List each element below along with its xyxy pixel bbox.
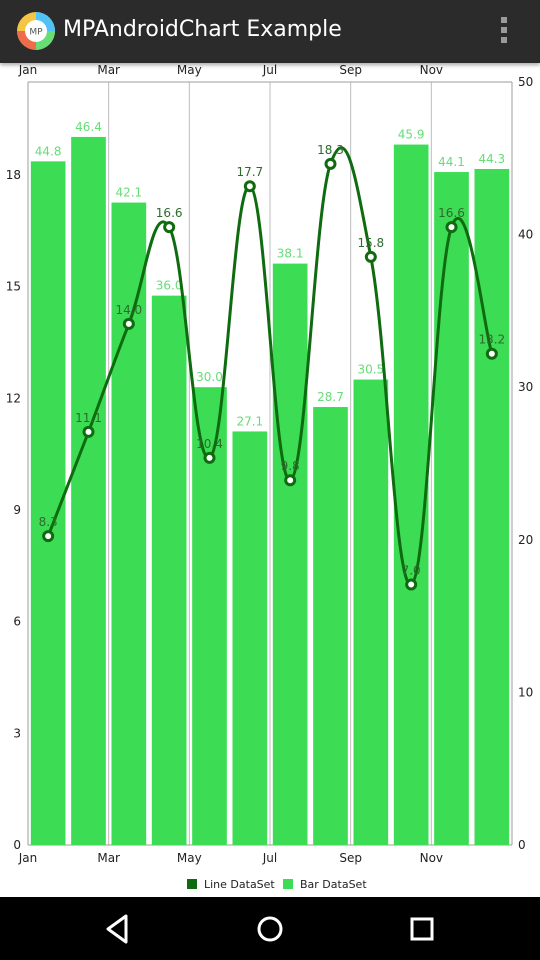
line-point bbox=[203, 451, 216, 464]
line-point bbox=[485, 347, 498, 360]
x-axis-top-tick-label: May bbox=[177, 63, 202, 77]
legend-label-line: Line DataSet bbox=[204, 878, 275, 891]
line-value-label: 8.3 bbox=[39, 515, 58, 529]
line-point bbox=[82, 425, 95, 438]
x-axis-top-tick-label: Mar bbox=[97, 63, 120, 77]
line-value-label: 17.7 bbox=[236, 165, 263, 179]
line-point bbox=[122, 317, 135, 330]
left-axis-tick-label: 9 bbox=[13, 503, 21, 517]
line-value-label: 18.3 bbox=[317, 143, 344, 157]
bar bbox=[232, 431, 268, 845]
right-axis-tick-label: 0 bbox=[518, 838, 526, 852]
left-axis-tick-label: 0 bbox=[13, 838, 21, 852]
bar-value-label: 36.0 bbox=[156, 279, 183, 293]
line-value-label: 15.8 bbox=[357, 236, 384, 250]
bar-value-label: 44.8 bbox=[35, 144, 62, 158]
line-point bbox=[243, 180, 256, 193]
legend-swatch-bar bbox=[283, 879, 293, 889]
x-axis-bottom-tick-label: May bbox=[177, 851, 202, 865]
bar bbox=[434, 172, 469, 845]
legend-label-bar: Bar DataSet bbox=[300, 878, 367, 891]
bar-value-label: 27.1 bbox=[236, 414, 263, 428]
bar bbox=[151, 295, 187, 845]
x-axis-bottom-tick-label: Mar bbox=[97, 851, 120, 865]
bar bbox=[313, 407, 348, 845]
bar-value-label: 38.1 bbox=[277, 247, 304, 261]
navigation-bar bbox=[0, 897, 540, 960]
line-point bbox=[163, 221, 176, 234]
combined-chart[interactable]: 44.8 46.4 42.1 36.0 30.0 27.1 38.1 28.7 30.5 45.9… bbox=[0, 63, 540, 897]
x-axis-top-tick-label: Jul bbox=[262, 63, 277, 77]
bar-value-label: 30.5 bbox=[357, 363, 384, 377]
left-axis-tick-label: 15 bbox=[6, 280, 21, 294]
bar-value-label: 30.0 bbox=[196, 370, 223, 384]
bar bbox=[272, 263, 308, 845]
line-value-label: 16.6 bbox=[438, 206, 465, 220]
line-point bbox=[284, 474, 297, 487]
overflow-menu-icon[interactable] bbox=[494, 16, 514, 48]
line-value-label: 13.2 bbox=[478, 333, 505, 347]
right-axis-tick-label: 40 bbox=[518, 228, 533, 242]
bar-value-label: 28.7 bbox=[317, 390, 344, 404]
left-axis-tick-label: 3 bbox=[13, 726, 21, 740]
action-bar: MP MPAndroidChart Example bbox=[0, 0, 540, 63]
bar bbox=[353, 379, 389, 845]
legend-swatch-line bbox=[187, 879, 197, 889]
line-point bbox=[445, 221, 458, 234]
x-axis-top-tick-label: Jan bbox=[18, 63, 38, 77]
right-axis-tick-label: 10 bbox=[518, 685, 533, 699]
bar-value-label: 44.3 bbox=[478, 152, 505, 166]
logo-text: MP bbox=[29, 28, 43, 38]
bar-value-label: 46.4 bbox=[75, 120, 102, 134]
x-axis-bottom-tick-label: Nov bbox=[420, 851, 443, 865]
line-point bbox=[364, 250, 377, 263]
x-axis-top-tick-label: Sep bbox=[339, 63, 362, 77]
line-value-label: 16.6 bbox=[156, 206, 183, 220]
bar-value-label: 42.1 bbox=[115, 186, 142, 200]
line-point bbox=[42, 530, 55, 543]
mpandroidchart-logo-icon[interactable]: MP bbox=[16, 11, 56, 51]
right-axis-tick-label: 20 bbox=[518, 533, 533, 547]
x-axis-bottom-tick-label: Jan bbox=[18, 851, 38, 865]
line-value-label: 9.8 bbox=[281, 459, 300, 473]
home-circle-icon[interactable] bbox=[252, 911, 288, 947]
line-value-label: 14.0 bbox=[115, 303, 142, 317]
left-axis-tick-label: 6 bbox=[13, 615, 21, 629]
line-value-label: 10.4 bbox=[196, 437, 223, 451]
line-point bbox=[405, 578, 418, 591]
left-axis-tick-label: 18 bbox=[6, 168, 21, 182]
right-axis-tick-label: 30 bbox=[518, 380, 533, 394]
x-axis-bottom-tick-label: Sep bbox=[339, 851, 362, 865]
line-point bbox=[324, 157, 337, 170]
bar bbox=[111, 202, 147, 845]
left-axis-tick-label: 12 bbox=[6, 391, 21, 405]
bar-value-label: 45.9 bbox=[398, 128, 425, 142]
app-title: MPAndroidChart Example bbox=[63, 17, 342, 42]
bar bbox=[71, 136, 106, 845]
bar bbox=[474, 168, 510, 845]
x-axis-bottom-tick-label: Jul bbox=[262, 851, 277, 865]
right-axis-tick-label: 50 bbox=[518, 75, 533, 89]
x-axis-top-tick-label: Nov bbox=[420, 63, 443, 77]
line-value-label: 7.0 bbox=[402, 563, 421, 577]
back-triangle-icon[interactable] bbox=[100, 911, 136, 947]
recents-square-icon[interactable] bbox=[404, 911, 440, 947]
bar bbox=[393, 144, 429, 846]
line-value-label: 11.1 bbox=[75, 411, 102, 425]
bar-value-label: 44.1 bbox=[438, 155, 465, 169]
